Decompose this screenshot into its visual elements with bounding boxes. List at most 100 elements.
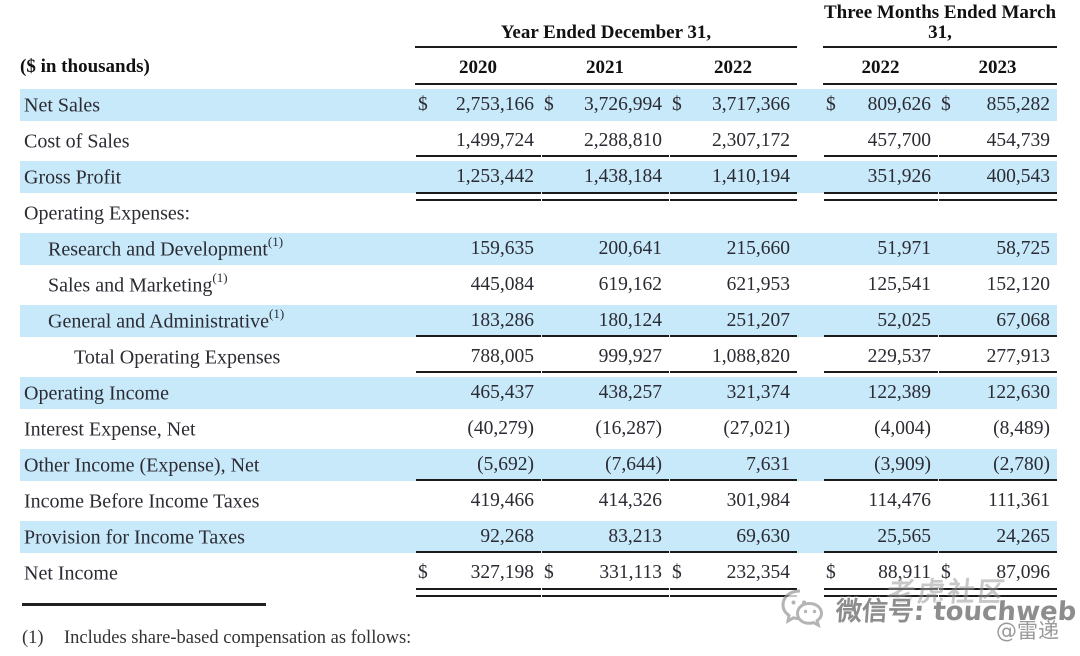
unit-label: ($ in thousands) <box>20 56 150 77</box>
column-header-q1-2023: 2023 <box>938 57 1057 85</box>
value-cell-2022: 301,984 <box>726 490 790 511</box>
table-row: General and Administrative(1) 183,286 18… <box>20 303 1057 339</box>
value-cell-2021: 414,326 <box>598 490 662 511</box>
financial-statement-table: Year Ended December 31, Three Months End… <box>20 2 1057 597</box>
value-cell-2020: 183,286 <box>415 303 541 339</box>
value-cell-q1-2023: 24,265 <box>938 519 1057 555</box>
value-cell-2020: 788,005 <box>415 339 541 375</box>
footnote-marker: (1) <box>22 628 44 648</box>
footnote-ref: (1) <box>267 234 284 250</box>
table-row: Sales and Marketing(1) 445,084 619,162 6… <box>20 267 1057 303</box>
value-cell-2020: 419,466 <box>470 490 534 511</box>
value-cell-q1-2022: (3,909) <box>823 447 938 483</box>
value-cell-2020: 159,635 <box>470 238 534 259</box>
row-label: Research and Development(1) <box>48 234 284 261</box>
column-group-header-row: Year Ended December 31, Three Months End… <box>20 2 1057 48</box>
row-label: Sales and Marketing(1) <box>48 270 228 297</box>
row-label: Gross Profit <box>24 166 122 189</box>
value-cell-2020: 1,253,442 <box>415 159 541 201</box>
value-cell-2022: $232,354 <box>669 555 797 597</box>
value-cell-q1-2022: 122,389 <box>867 382 931 403</box>
table-row: Operating Expenses: <box>20 195 1057 231</box>
value-cell-2022: 69,630 <box>669 519 797 555</box>
value-cell-q1-2022: 351,926 <box>823 159 938 201</box>
value-cell-2020: 465,437 <box>470 382 534 403</box>
value-cell-q1-2022: 51,971 <box>877 238 931 259</box>
table-row: Income Before Income Taxes 419,466 414,3… <box>20 483 1057 519</box>
value-cell-q1-2022: 52,025 <box>823 303 938 339</box>
value-cell-q1-2022: 25,565 <box>823 519 938 555</box>
column-header-q1-2022: 2022 <box>823 57 938 85</box>
row-label: Provision for Income Taxes <box>24 526 245 549</box>
value-cell-q1-2022: $88,911 <box>823 555 938 597</box>
value-cell-q1-2023: 122,630 <box>986 382 1050 403</box>
value-cell-q1-2023: 454,739 <box>938 123 1057 159</box>
value-cell-q1-2023: (2,780) <box>938 447 1057 483</box>
value-cell-2022: $3,717,366 <box>672 94 790 115</box>
column-header-2021: 2021 <box>541 57 669 85</box>
value-cell-2021: $3,726,994 <box>544 94 662 115</box>
value-cell-2020: 1,499,724 <box>415 123 541 159</box>
value-cell-2021: 200,641 <box>598 238 662 259</box>
value-cell-2022: 7,631 <box>669 447 797 483</box>
value-cell-q1-2022: 457,700 <box>823 123 938 159</box>
value-cell-q1-2022 <box>823 195 938 231</box>
group-header-three-months: Three Months Ended March 31, <box>823 3 1057 48</box>
value-cell-q1-2022: (4,004) <box>874 418 931 439</box>
value-cell-2021: 2,288,810 <box>541 123 669 159</box>
dollar-sign: $ <box>418 94 428 115</box>
value-cell-2021: 438,257 <box>598 382 662 403</box>
value-cell-2021: $331,113 <box>541 555 669 597</box>
value-cell-2021: 1,438,184 <box>541 159 669 201</box>
table-body: Net Sales $2,753,166 $3,726,994 $3,717,3… <box>20 87 1057 597</box>
value-cell-q1-2023: 58,725 <box>996 238 1050 259</box>
value-cell-2020 <box>415 195 541 231</box>
value-cell-q1-2023 <box>938 195 1057 231</box>
value-cell-2020: $327,198 <box>415 555 541 597</box>
dollar-sign: $ <box>941 94 951 115</box>
value-cell-2021: 83,213 <box>541 519 669 555</box>
row-label: Operating Income <box>24 382 169 405</box>
table-row: Net Income $327,198 $331,113 $232,354 $8… <box>20 555 1057 597</box>
footnote: (1) Includes share-based compensation as … <box>22 628 411 649</box>
value-cell-q1-2022: 229,537 <box>823 339 938 375</box>
row-label: Total Operating Expenses <box>74 346 281 369</box>
year-header-row: ($ in thousands) 2020 2021 2022 2022 202… <box>20 48 1057 85</box>
table-row: Net Sales $2,753,166 $3,726,994 $3,717,3… <box>20 87 1057 123</box>
table-row: Provision for Income Taxes 92,268 83,213… <box>20 519 1057 555</box>
value-cell-2022: 321,374 <box>726 382 790 403</box>
row-label: Cost of Sales <box>24 130 130 153</box>
group-header-year-ended: Year Ended December 31, <box>415 23 797 48</box>
table-row: Operating Income 465,437 438,257 321,374… <box>20 375 1057 411</box>
value-cell-q1-2023: (8,489) <box>993 418 1050 439</box>
value-cell-2021: (16,287) <box>595 418 662 439</box>
value-cell-q1-2023: 67,068 <box>938 303 1057 339</box>
value-cell-2020: (40,279) <box>467 418 534 439</box>
value-cell-2020: $2,753,166 <box>418 94 534 115</box>
table-row: Cost of Sales 1,499,724 2,288,810 2,307,… <box>20 123 1057 159</box>
table-row: Gross Profit 1,253,442 1,438,184 1,410,1… <box>20 159 1057 201</box>
table-row: Total Operating Expenses 788,005 999,927… <box>20 339 1057 375</box>
value-cell-2021: 999,927 <box>541 339 669 375</box>
value-cell-q1-2022: 114,476 <box>868 490 931 511</box>
dollar-sign: $ <box>826 562 836 583</box>
value-cell-q1-2023: 400,543 <box>938 159 1057 201</box>
value-cell-2022: 2,307,172 <box>669 123 797 159</box>
footnote-ref: (1) <box>212 270 228 286</box>
value-cell-q1-2023: 152,120 <box>986 274 1050 295</box>
watermark-author-handle: @雷递 <box>996 619 1059 643</box>
column-header-2020: 2020 <box>415 57 541 85</box>
dollar-sign: $ <box>544 94 554 115</box>
value-cell-2022: (27,021) <box>723 418 790 439</box>
value-cell-2022: 251,207 <box>669 303 797 339</box>
value-cell-q1-2023: 277,913 <box>938 339 1057 375</box>
row-label: General and Administrative(1) <box>48 306 285 333</box>
value-cell-q1-2022: $809,626 <box>826 94 931 115</box>
value-cell-2021 <box>541 195 669 231</box>
row-label: Operating Expenses: <box>24 202 191 225</box>
row-label: Net Sales <box>24 94 101 117</box>
dollar-sign: $ <box>418 562 428 583</box>
value-cell-q1-2022: 125,541 <box>867 274 931 295</box>
value-cell-2022: 1,410,194 <box>669 159 797 201</box>
value-cell-2022: 1,088,820 <box>669 339 797 375</box>
